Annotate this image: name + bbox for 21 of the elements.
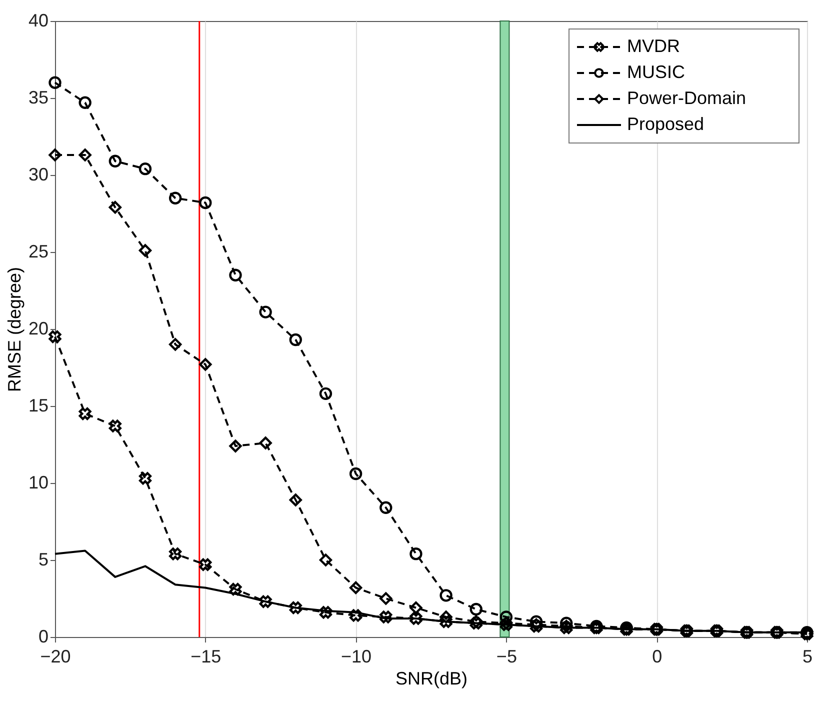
x-axis-title: SNR(dB) [395,668,468,688]
legend-label: MVDR [627,36,680,56]
x-tick-label: 0 [652,646,662,666]
legend-label: Proposed [627,114,704,134]
legend-label: Power-Domain [627,88,746,108]
x-tick-label: −5 [496,646,517,666]
y-axis-title: RMSE (degree) [4,266,24,392]
legend-label: MUSIC [627,62,685,82]
y-tick-label: 20 [28,318,48,338]
y-tick-label: 0 [38,626,48,646]
y-tick-label: 35 [28,88,48,108]
x-tick-label: 5 [802,646,813,666]
y-tick-label: 30 [28,164,48,184]
y-tick-label: 40 [28,10,48,30]
x-tick-label: −20 [40,646,71,666]
x-tick-label: −10 [341,646,372,666]
y-tick-label: 5 [38,550,48,570]
y-tick-label: 25 [28,242,48,262]
y-tick-label: 10 [28,472,48,492]
x-tick-label: −15 [190,646,222,666]
y-tick-label: 15 [28,396,48,416]
